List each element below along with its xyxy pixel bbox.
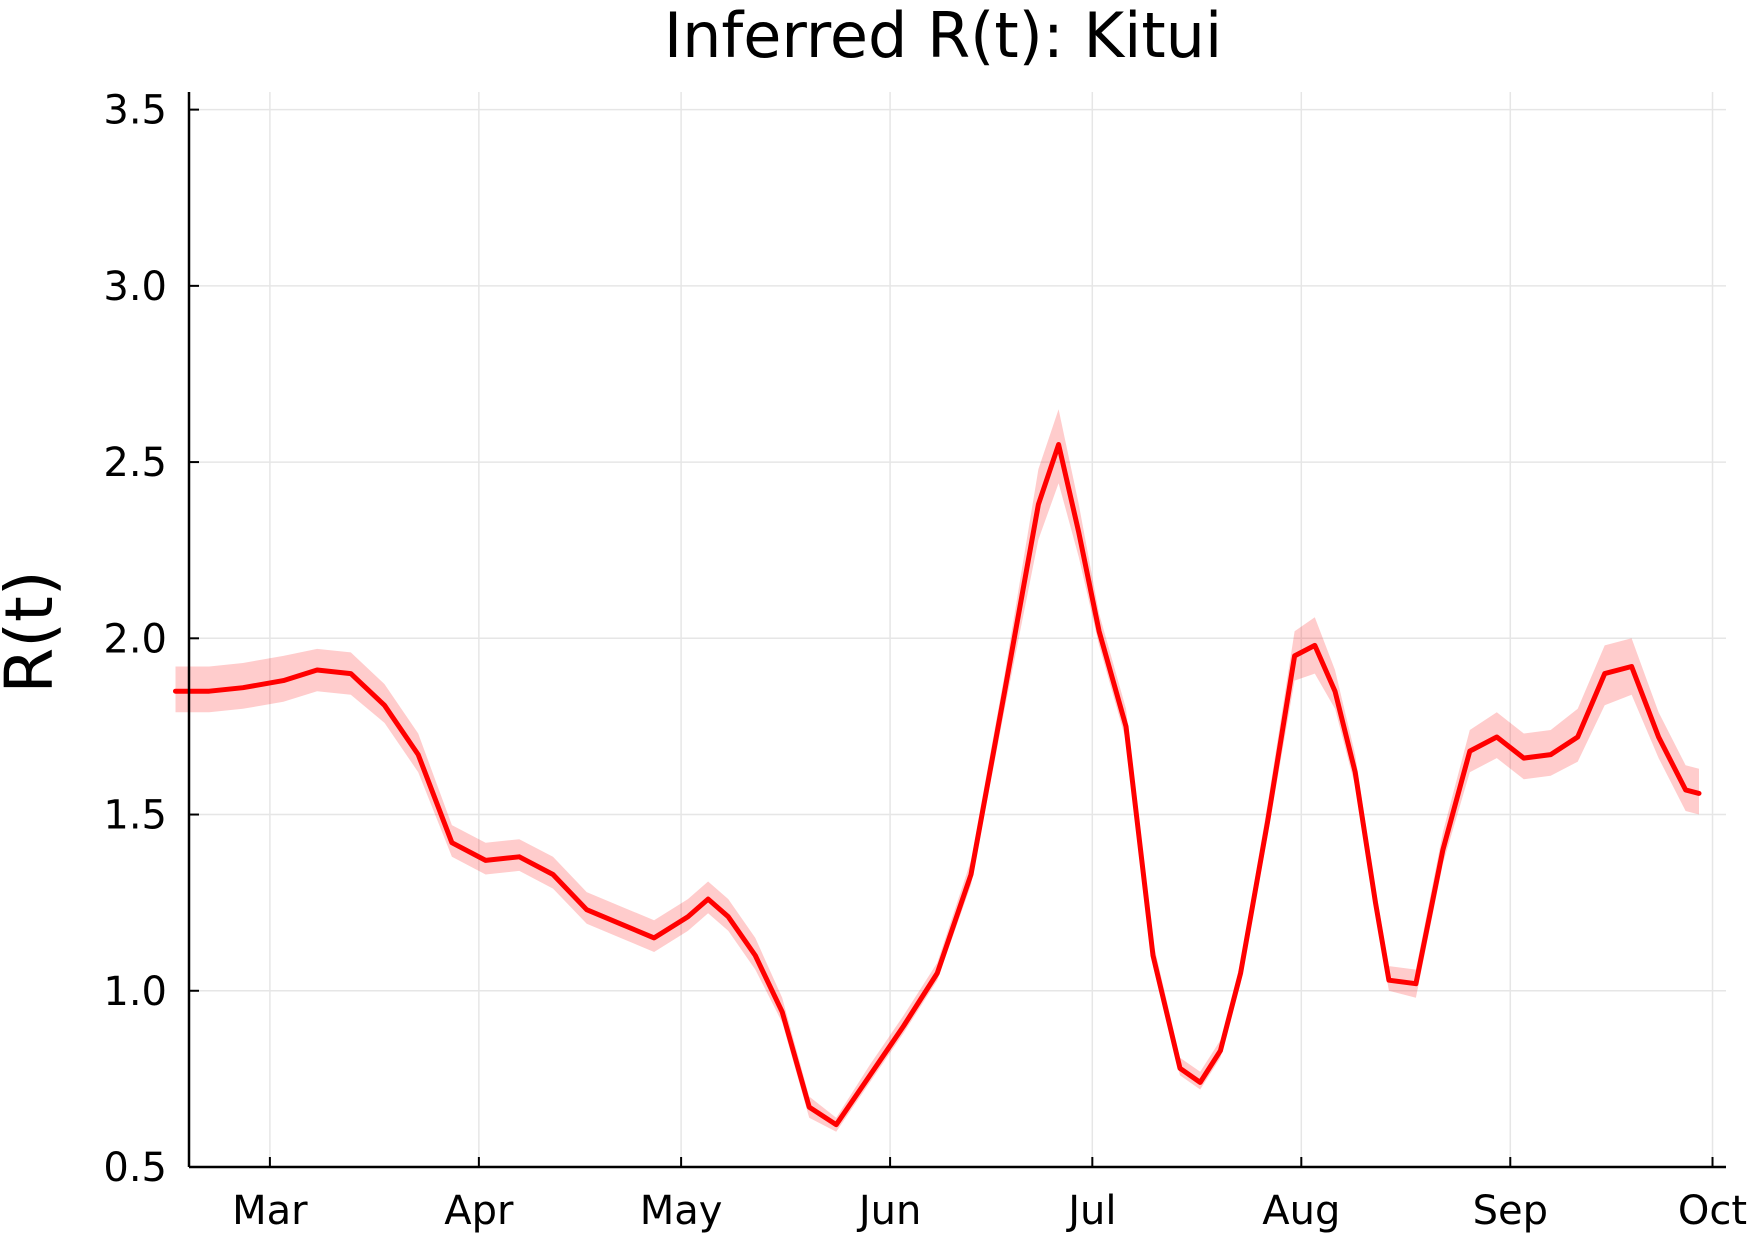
y-tick-label: 1.5 bbox=[103, 793, 167, 839]
chart-title: Inferred R(t): Kitui bbox=[664, 0, 1222, 72]
x-tick-label: Aug bbox=[1262, 1188, 1340, 1234]
y-tick-label: 0.5 bbox=[103, 1145, 167, 1191]
y-axis-label: R(t) bbox=[0, 570, 68, 693]
y-tick-label: 2.5 bbox=[103, 440, 167, 486]
y-tick-label: 3.0 bbox=[103, 264, 167, 310]
credible-band bbox=[175, 409, 1699, 1132]
y-tick-label: 1.0 bbox=[103, 969, 167, 1015]
x-tick-label: Sep bbox=[1473, 1188, 1548, 1234]
axes bbox=[187, 92, 1726, 1169]
x-tick-label: Mar bbox=[232, 1188, 308, 1234]
credible-interval-band bbox=[175, 409, 1699, 1132]
rt-series-line bbox=[173, 442, 1702, 1128]
y-tick-label: 2.0 bbox=[103, 616, 167, 662]
x-tick-label: Jul bbox=[1065, 1188, 1116, 1234]
tick-labels: 0.5 1.0 1.5 2.0 2.5 3.0 3.5 Mar Apr May Jun Jul Aug S… bbox=[103, 88, 1747, 1234]
x-tick-label: Apr bbox=[444, 1188, 514, 1234]
x-tick-label: Jun bbox=[856, 1188, 922, 1234]
grid-lines bbox=[189, 92, 1726, 1168]
series-line bbox=[173, 442, 1702, 1128]
x-tick-label: May bbox=[640, 1188, 723, 1234]
x-tick-label: Oct bbox=[1678, 1188, 1747, 1234]
y-tick-label: 3.5 bbox=[103, 88, 167, 134]
